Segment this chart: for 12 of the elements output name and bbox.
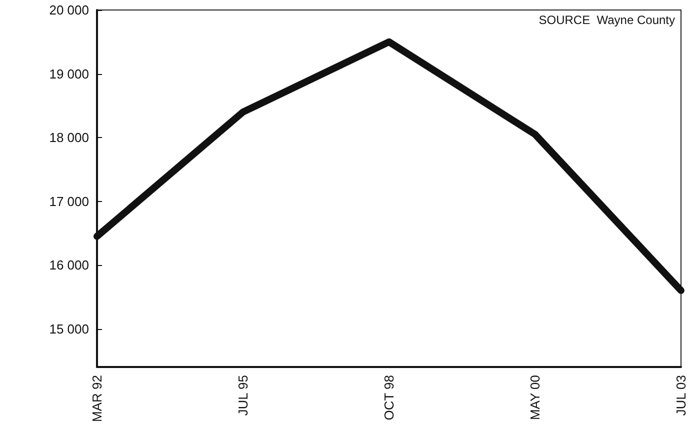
x-tick-label: OCT 98 xyxy=(382,375,396,420)
y-tick-label: 18 000 xyxy=(49,130,89,145)
annotation: SOURCE Wayne County xyxy=(538,13,675,27)
y-tick-label: 20 000 xyxy=(49,2,89,18)
x-tick-label: JUL 03 xyxy=(674,375,688,416)
y-tick-label: 15 000 xyxy=(49,321,89,336)
x-tick-label: MAR 92 xyxy=(90,375,104,422)
y-tick-label: 17 000 xyxy=(49,194,89,209)
x-tick-label: MAY 00 xyxy=(528,375,542,420)
y-tick-label: 16 000 xyxy=(49,258,89,272)
x-tick-label: JUL 95 xyxy=(236,375,250,416)
y-tick-label: 19 000 xyxy=(49,66,89,82)
